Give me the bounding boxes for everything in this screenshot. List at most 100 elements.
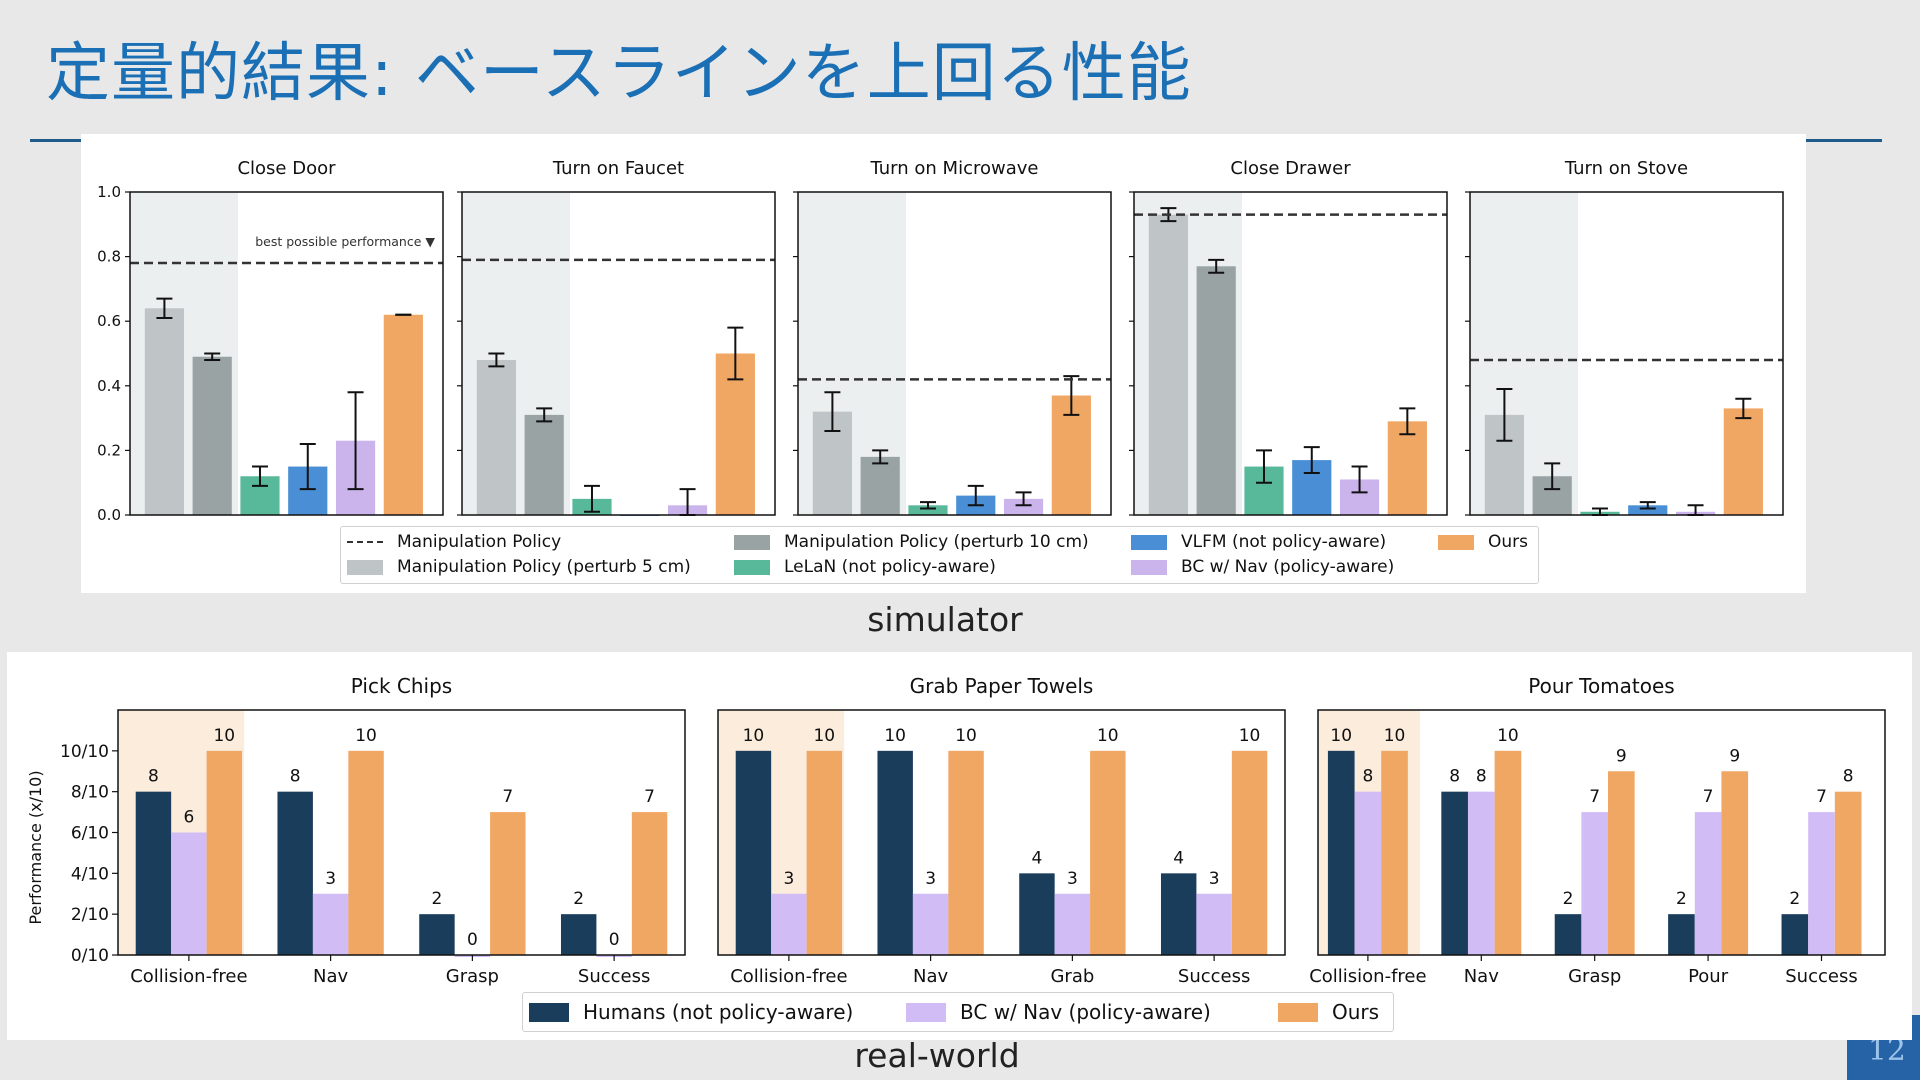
- data-label: 8: [1476, 767, 1487, 787]
- dashed-line-swatch: [347, 541, 383, 543]
- bar-ours: [631, 812, 668, 955]
- bar-humans-not-policy-aware-: [877, 750, 913, 955]
- data-label: 8: [1362, 767, 1373, 787]
- slide-title: 定量的結果: ベースラインを上回る性能: [46, 37, 1192, 111]
- color-swatch: [529, 1002, 569, 1022]
- real-world-caption: real-world: [854, 1036, 1020, 1075]
- bar-humans-not-policy-aware-: [1441, 791, 1468, 955]
- simulator-chart: Close Door 0.0 0.2 0.4 0.6 0.8 1.0 best possibl…: [97, 158, 1784, 524]
- data-label: 8: [1843, 767, 1854, 787]
- bar-humans-not-policy-aware-: [1160, 873, 1197, 955]
- color-swatch: [1131, 559, 1167, 575]
- data-label: 4: [1032, 848, 1043, 868]
- x-tick-label: Grasp: [1568, 966, 1621, 987]
- legend-item: BC w/ Nav (policy-aware): [1131, 557, 1394, 577]
- data-label: 7: [1703, 787, 1714, 807]
- bar-ours: [715, 353, 755, 515]
- bar-bc-w-nav-policy-aware-: [1694, 812, 1722, 955]
- x-tick-label: Success: [1178, 966, 1250, 987]
- subplot-title: Turn on Faucet: [552, 158, 684, 179]
- bar-humans-not-policy-aware-: [1327, 750, 1355, 955]
- bar-bc-w-nav-policy-aware-: [771, 893, 807, 955]
- data-label: 9: [1729, 746, 1740, 766]
- legend-item: BC w/ Nav (policy-aware): [906, 1000, 1211, 1024]
- legend-label: BC w/ Nav (policy-aware): [960, 1000, 1211, 1024]
- legend-item: LeLaN (not policy-aware): [734, 557, 996, 577]
- x-tick-label: Collision-free: [730, 966, 847, 987]
- y-tick-label: 0.0: [97, 506, 121, 524]
- y-tick-label: 8/10: [71, 783, 109, 803]
- bar-ours: [383, 314, 423, 515]
- x-tick-label: Success: [578, 966, 650, 987]
- x-tick-label: Collision-free: [130, 966, 247, 987]
- bar-ours: [1387, 421, 1427, 515]
- bar-manipulation-policy-perturb-5-cm-: [476, 359, 516, 515]
- legend-item: Manipulation Policy: [347, 532, 561, 552]
- legend-label: Humans (not policy-aware): [583, 1000, 854, 1024]
- bar-bc-w-nav-policy-aware-: [1354, 791, 1382, 955]
- bar-ours: [1723, 408, 1763, 515]
- bar-bc-w-nav-policy-aware-: [171, 832, 207, 955]
- data-label: 10: [955, 726, 977, 746]
- data-label: 10: [213, 726, 235, 746]
- y-tick-label: 6/10: [71, 824, 109, 844]
- y-tick-label: 4/10: [71, 864, 109, 884]
- bar-ours: [348, 750, 384, 955]
- x-tick-label: Nav: [913, 966, 948, 987]
- y-tick-label: 0.6: [97, 312, 121, 330]
- data-label: 10: [1497, 726, 1519, 746]
- x-tick-label: Collision-free: [1309, 966, 1426, 987]
- bar-ours: [806, 750, 843, 955]
- x-tick-label: Grasp: [446, 966, 499, 987]
- data-label: 10: [1097, 726, 1119, 746]
- bar-ours: [1381, 750, 1408, 955]
- bar-manipulation-policy-perturb-10-cm-: [524, 414, 564, 515]
- bar-ours: [1608, 771, 1635, 955]
- data-label: 8: [290, 767, 301, 787]
- sim-panel-0: Close Door 0.0 0.2 0.4 0.6 0.8 1.0 best possibl…: [97, 158, 444, 524]
- data-label: 7: [1816, 787, 1827, 807]
- bar-humans-not-policy-aware-: [1781, 914, 1809, 955]
- bar-ours: [206, 750, 243, 955]
- legend-item: Ours: [1278, 1000, 1379, 1024]
- bar-bc-w-nav-policy-aware-: [1196, 893, 1232, 955]
- y-tick-label: 0.4: [97, 377, 121, 395]
- data-label: 2: [1789, 889, 1800, 909]
- bar-lelan-not-policy-aware-: [908, 505, 948, 515]
- y-tick-label: 10/10: [60, 742, 109, 762]
- best-performance-annotation: best possible performance ▼: [255, 234, 435, 249]
- subplot-title: Turn on Stove: [1564, 158, 1688, 179]
- bar-ours: [1834, 791, 1862, 955]
- legend-item: VLFM (not policy-aware): [1131, 532, 1386, 552]
- legend-label: Manipulation Policy (perturb 5 cm): [397, 557, 691, 577]
- legend-item: Ours: [1438, 532, 1528, 552]
- data-label: 10: [813, 726, 835, 746]
- simulator-legend: Manipulation Policy Manipulation Policy (…: [340, 526, 1539, 584]
- simulator-figure: Close Door 0.0 0.2 0.4 0.6 0.8 1.0 best possibl…: [81, 134, 1806, 593]
- y-tick-label: 0.2: [97, 441, 121, 459]
- bar-manipulation-policy-perturb-5-cm-: [1148, 214, 1188, 516]
- axes-frame: [461, 191, 776, 516]
- bar-humans-not-policy-aware-: [735, 750, 772, 955]
- x-tick-label: Success: [1785, 966, 1857, 987]
- data-label: 2: [1676, 889, 1687, 909]
- bar-bc-w-nav-policy-aware-: [312, 893, 349, 955]
- data-label: 3: [1209, 869, 1220, 889]
- axes-frame: [129, 191, 444, 516]
- bar-humans-not-policy-aware-: [135, 791, 172, 955]
- legend-label: VLFM (not policy-aware): [1181, 532, 1387, 552]
- data-label: 2: [432, 889, 443, 909]
- data-label: 8: [1449, 767, 1460, 787]
- bar-ours: [1090, 750, 1126, 955]
- legend-item: Manipulation Policy (perturb 5 cm): [347, 557, 691, 577]
- bar-ours: [490, 812, 526, 955]
- bar-bc-w-nav-policy-aware-: [1054, 893, 1091, 955]
- simulator-caption: simulator: [867, 600, 1023, 639]
- x-tick-label: Nav: [313, 966, 348, 987]
- bar-ours: [1494, 750, 1522, 955]
- data-label: 10: [1330, 726, 1352, 746]
- data-label: 10: [355, 726, 377, 746]
- bar-humans-not-policy-aware-: [560, 914, 597, 955]
- legend-item: Humans (not policy-aware): [529, 1000, 853, 1024]
- data-label: 7: [502, 787, 513, 807]
